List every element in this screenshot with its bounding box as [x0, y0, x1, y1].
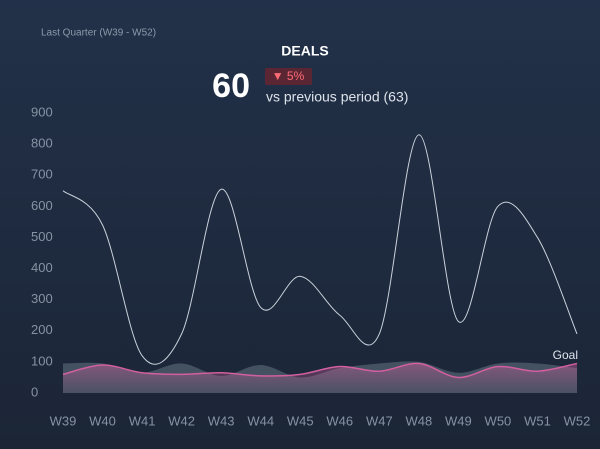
line [62, 362, 578, 379]
y-tick-label: 400 [31, 260, 53, 275]
x-tick-label: W43 [208, 413, 235, 428]
line [62, 134, 578, 365]
y-tick-label: 200 [31, 322, 53, 337]
comparison: vs previous period (63) [266, 89, 408, 105]
x-tick-label: W52 [564, 413, 591, 428]
x-tick-label: W48 [405, 413, 432, 428]
x-tick-label: W45 [287, 413, 314, 428]
line-fill [63, 363, 577, 393]
x-tick-label: W39 [50, 413, 77, 428]
change: ▼ 5% [272, 69, 305, 83]
x-tick-label: W47 [366, 413, 393, 428]
x-tick-label: W44 [247, 413, 274, 428]
x-tick-label: W50 [485, 413, 512, 428]
x-tick-label: W42 [168, 413, 195, 428]
y-tick-label: 800 [31, 136, 53, 151]
x-tick-label: W51 [524, 413, 551, 428]
change-badge [265, 68, 312, 85]
x-tick-label: W40 [89, 413, 116, 428]
y-tick-label: 0 [31, 384, 38, 399]
title: DEALS [281, 43, 328, 59]
x-tick-label: W41 [129, 413, 156, 428]
period: Last Quarter (W39 - W52) [41, 28, 156, 39]
y-tick-label: 900 [31, 104, 53, 119]
y-tick-label: 700 [31, 167, 53, 182]
y-tick-label: 300 [31, 291, 53, 306]
x-tick-label: W49 [445, 413, 472, 428]
y-tick-label: 600 [31, 198, 53, 213]
x-tick-label: W46 [326, 413, 353, 428]
y-tick-label: 100 [31, 353, 53, 368]
y-tick-label: 500 [31, 229, 53, 244]
kpi: 60 [212, 67, 250, 105]
series-label: Goal [553, 348, 578, 362]
